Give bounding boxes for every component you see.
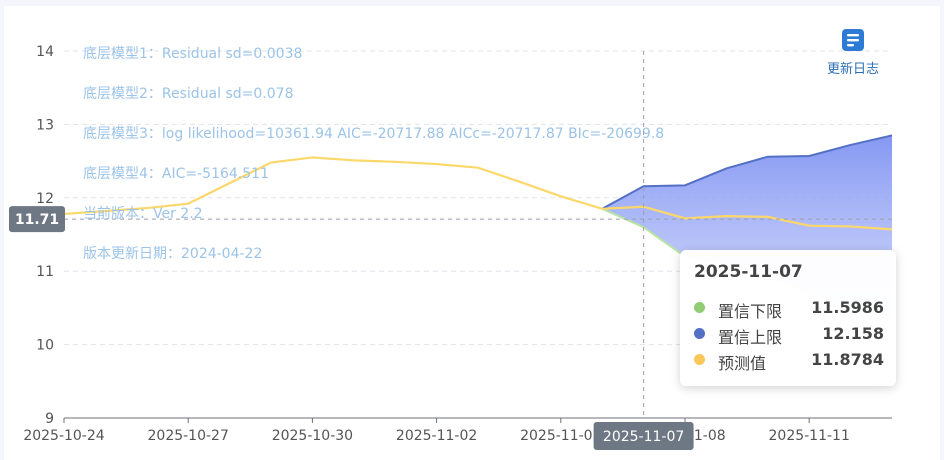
tooltip-row-forecast: 预测值 11.8784 bbox=[694, 350, 884, 373]
crosshair-y-label-box bbox=[9, 206, 65, 233]
model-annotation: 版本更新日期：2024-04-22 bbox=[83, 246, 262, 262]
x-tick-label: 2025-11-11 bbox=[769, 428, 850, 444]
x-tick-label: 2025-10-27 bbox=[148, 428, 229, 444]
forecast-chart: 底层模型1：Residual sd=0.0038 底层模型2：Residual s… bbox=[9, 44, 893, 450]
model-annotation: 底层模型1：Residual sd=0.0038 bbox=[83, 46, 302, 62]
legend-dot-icon bbox=[694, 354, 705, 365]
crosshair-y-label: 11.71 bbox=[15, 212, 59, 228]
tooltip-row-value: 12.158 bbox=[822, 324, 884, 343]
legend-dot-icon bbox=[694, 328, 705, 339]
changelog-button[interactable]: 更新日志 bbox=[818, 28, 888, 77]
tooltip-row-value: 11.5986 bbox=[811, 298, 884, 317]
tooltip-row-name: 预测值 bbox=[718, 354, 767, 373]
model-annotation: 底层模型3：log likelihood=10361.94 AIC=-20717… bbox=[83, 126, 664, 142]
tooltip-row-name: 置信上限 bbox=[718, 328, 783, 347]
legend-dot-icon bbox=[694, 302, 705, 313]
y-tick-label: 14 bbox=[36, 44, 54, 60]
model-annotation: 当前版本：Ver 2.2 bbox=[83, 205, 203, 222]
y-tick-label: 12 bbox=[36, 191, 54, 207]
y-tick-label: 11 bbox=[36, 264, 54, 280]
tooltip-date: 2025-11-07 bbox=[694, 262, 803, 282]
x-tick-label: 2025-11-05 bbox=[520, 428, 601, 444]
x-tick-label: 2025-10-30 bbox=[272, 428, 353, 444]
y-tick-label: 13 bbox=[36, 117, 54, 133]
crosshair-x-label-box bbox=[593, 422, 694, 450]
forecast-line bbox=[63, 156, 893, 231]
y-tick-label: 9 bbox=[45, 411, 54, 427]
y-tick-label: 10 bbox=[36, 338, 54, 354]
model-annotation: 底层模型2：Residual sd=0.078 bbox=[83, 86, 293, 102]
crosshair-x-label: 2025-11-07 bbox=[603, 429, 684, 445]
tooltip-row-value: 11.8784 bbox=[811, 350, 884, 369]
tooltip-row-name: 置信下限 bbox=[718, 302, 783, 321]
chart-tooltip: 2025-11-07 置信下限 11.5986 置信上限 12.158 预测值 … bbox=[680, 250, 896, 386]
tooltip-row-upper: 置信上限 12.158 bbox=[694, 324, 884, 347]
x-tick-label: 2025-10-24 bbox=[23, 428, 104, 444]
tooltip-row-lower: 置信下限 11.5986 bbox=[694, 298, 884, 321]
document-list-icon bbox=[842, 29, 864, 51]
changelog-label: 更新日志 bbox=[826, 62, 879, 77]
chart-card: 底层模型1：Residual sd=0.0038 底层模型2：Residual s… bbox=[4, 6, 940, 460]
x-tick-label: 2025-11-02 bbox=[396, 428, 477, 444]
upper-bound-line bbox=[601, 134, 893, 210]
model-annotation: 底层模型4：AIC=-5164.511 bbox=[83, 166, 269, 182]
